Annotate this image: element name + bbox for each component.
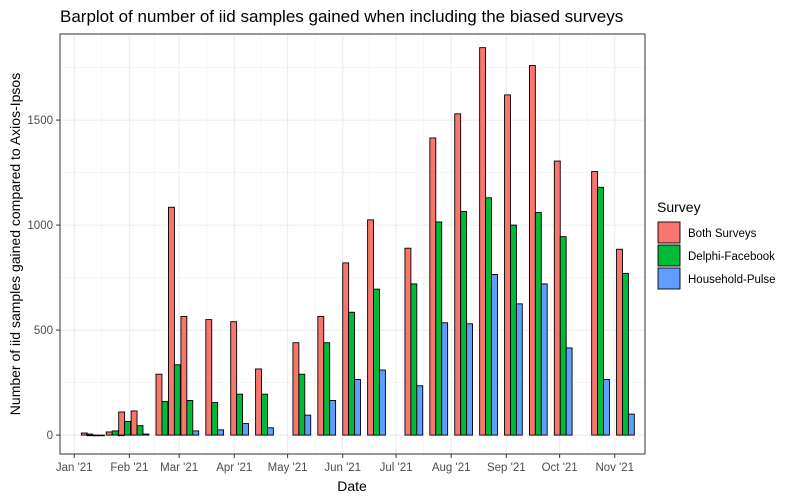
bar-both-surveys [342, 262, 350, 436]
bar-delphi-facebook [236, 393, 244, 436]
bar-delphi-facebook [510, 224, 517, 436]
bar-both-surveys [404, 247, 412, 436]
x-tick-label: May '21 [268, 462, 308, 474]
bar-both-surveys [454, 113, 462, 436]
bar-household-pulse [98, 434, 105, 437]
x-tick-label: Feb '21 [110, 462, 148, 474]
legend-key [657, 221, 681, 244]
bar-delphi-facebook [534, 212, 542, 436]
x-axis-title: Date [337, 478, 367, 494]
bar-delphi-facebook [111, 430, 119, 436]
bar-delphi-facebook [173, 364, 181, 436]
bar-delphi-facebook [161, 401, 169, 436]
legend-title: Survey [657, 199, 701, 215]
bar-delphi-facebook [186, 400, 194, 436]
bar-delphi-facebook [92, 434, 99, 437]
y-tick-label: 0 [47, 430, 53, 442]
bar-both-surveys [118, 411, 126, 436]
bar-delphi-facebook [298, 373, 306, 436]
bar-both-surveys [155, 373, 163, 436]
bar-household-pulse [329, 400, 337, 436]
x-tick-label: Oct '21 [542, 462, 578, 474]
y-tick-label: 1000 [27, 220, 53, 232]
bar-household-pulse [304, 414, 312, 436]
y-tick-label: 1500 [27, 115, 53, 127]
bar-both-surveys [553, 160, 561, 436]
bar-household-pulse [441, 322, 449, 436]
bar-both-surveys [86, 433, 94, 436]
bar-delphi-facebook [559, 236, 567, 436]
bar-delphi-facebook [124, 421, 131, 436]
bar-both-surveys [367, 219, 374, 436]
bar-both-surveys [105, 431, 113, 436]
bar-delphi-facebook [373, 288, 380, 436]
bar-delphi-facebook [460, 210, 468, 436]
legend-label: Delphi-Facebook [688, 251, 775, 263]
x-tick-label: Aug '21 [432, 462, 471, 474]
y-axis: 0 500 1000 1500 [27, 115, 60, 442]
bar-household-pulse [565, 347, 573, 436]
bar-both-surveys [180, 316, 188, 436]
legend-label: Household-Pulse [688, 274, 776, 286]
bar-household-pulse [192, 430, 200, 436]
bar-both-surveys [504, 94, 511, 436]
bars-group [80, 47, 635, 437]
bar-delphi-facebook [211, 402, 219, 436]
x-tick-label: Mar '21 [160, 462, 198, 474]
bar-delphi-facebook [410, 283, 418, 436]
x-tick-label: Jan '21 [56, 462, 93, 474]
bar-both-surveys [292, 342, 300, 436]
bar-delphi-facebook [622, 272, 629, 436]
bar-both-surveys [168, 206, 175, 436]
bar-household-pulse [267, 427, 274, 436]
bar-household-pulse [603, 379, 610, 436]
x-tick-label: Apr '21 [216, 462, 252, 474]
bar-both-surveys [205, 319, 213, 436]
x-tick-label: Jul '21 [380, 462, 413, 474]
bar-delphi-facebook [435, 221, 443, 436]
bar-both-surveys [591, 171, 599, 436]
bar-household-pulse [242, 423, 249, 436]
bar-household-pulse [515, 303, 523, 436]
bar-delphi-facebook [485, 197, 492, 436]
bar-both-surveys [429, 137, 437, 436]
bar-delphi-facebook [323, 342, 331, 436]
bar-both-surveys [616, 248, 623, 436]
legend-key [657, 244, 681, 267]
bar-delphi-facebook [261, 393, 268, 436]
bar-both-surveys [479, 47, 487, 436]
bar-household-pulse [217, 429, 225, 436]
bar-delphi-facebook [597, 186, 604, 436]
bar-household-pulse [379, 369, 386, 436]
bar-delphi-facebook [348, 311, 356, 436]
x-tick-label: Jun '21 [324, 462, 361, 474]
bar-household-pulse [416, 385, 424, 436]
x-tick-label: Sep '21 [487, 462, 526, 474]
bar-household-pulse [466, 323, 473, 436]
legend-key [657, 267, 681, 290]
bar-delphi-facebook [136, 425, 144, 436]
bar-household-pulse [540, 283, 548, 436]
y-tick-label: 500 [34, 325, 53, 337]
bar-household-pulse [491, 274, 498, 436]
bar-household-pulse [142, 433, 150, 436]
legend: Survey Both Surveys Delphi-Facebook Househ… [657, 199, 776, 290]
x-tick-label: Nov '21 [595, 462, 634, 474]
bar-household-pulse [354, 379, 361, 436]
chart-title: Barplot of number of iid samples gained … [60, 7, 623, 26]
y-axis-title: Number of iid samples gained compared to… [7, 73, 23, 415]
bar-both-surveys [230, 321, 238, 436]
legend-label: Both Surveys [688, 228, 757, 240]
bar-both-surveys [130, 410, 138, 436]
bar-household-pulse [627, 413, 635, 436]
plot-border [59, 33, 646, 455]
x-axis: Jan '21 Feb '21 Mar '21 Apr '21 May '21 Jun '… [56, 454, 634, 474]
bar-both-surveys [528, 65, 536, 436]
bar-both-surveys [255, 368, 262, 436]
bar-both-surveys [317, 316, 325, 436]
